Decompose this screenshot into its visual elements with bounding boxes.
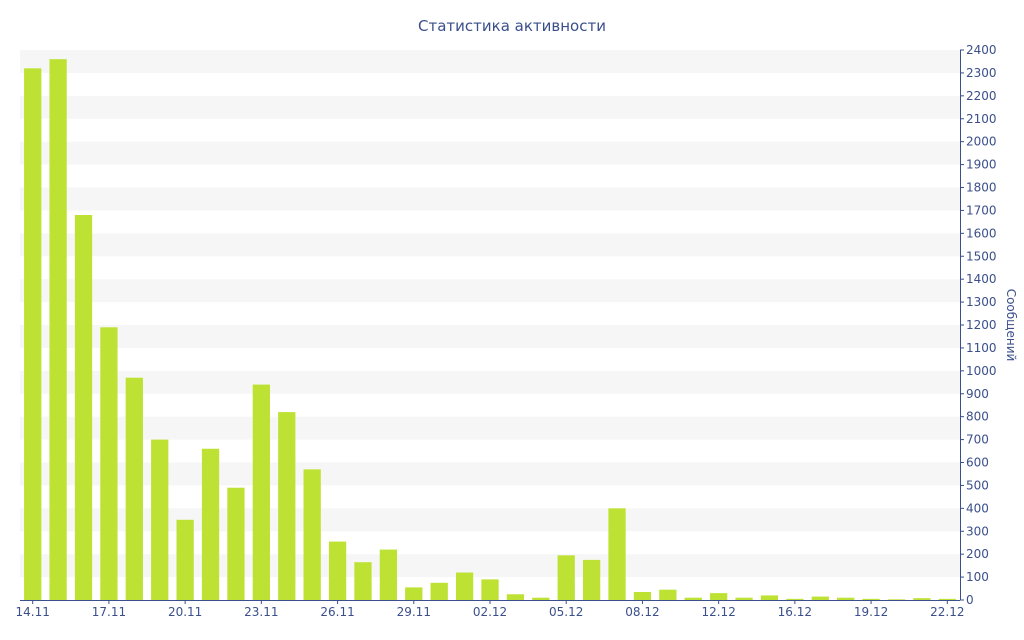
bar-13.12 <box>710 593 728 600</box>
bar-17.12 <box>811 596 829 600</box>
bar-04.12 <box>532 597 550 600</box>
bar-02.12 <box>481 579 499 600</box>
bar-21.12 <box>913 598 931 600</box>
y-tick-label: 2400 <box>966 43 997 57</box>
bar-30.11 <box>430 582 448 600</box>
y-tick-label: 1900 <box>966 158 997 172</box>
y-axis-ticks: 0 100 200 300 400 500 600 700 800 900 1000 1100 1200… <box>960 43 997 607</box>
y-tick-label: 1300 <box>966 295 997 309</box>
bar-15.12 <box>760 595 779 600</box>
grid-band <box>20 416 960 440</box>
bar-22.12 <box>938 598 956 600</box>
y-tick-label: 2000 <box>966 135 997 149</box>
chart-title: Статистика активности <box>418 17 606 35</box>
bar-27.11 <box>354 562 372 600</box>
y-tick-label: 2200 <box>966 89 997 103</box>
bar-05.12 <box>557 555 575 600</box>
y-tick-label: 800 <box>966 410 989 424</box>
x-tick-label: 17.11 <box>92 605 126 619</box>
grid-band <box>20 279 960 303</box>
bar-09.12 <box>659 589 677 600</box>
bar-14.12 <box>735 597 753 600</box>
bar-20.11 <box>176 519 194 600</box>
x-tick-label: 05.12 <box>549 605 583 619</box>
x-tick-label: 29.11 <box>397 605 431 619</box>
bar-14.11 <box>24 68 42 601</box>
bar-28.11 <box>379 549 398 600</box>
grid-band <box>20 141 960 165</box>
bar-15.11 <box>49 59 67 600</box>
x-tick-label: 26.11 <box>320 605 354 619</box>
y-tick-label: 100 <box>966 570 989 584</box>
bar-19.11 <box>151 439 169 600</box>
x-tick-label: 14.11 <box>16 605 50 619</box>
y-tick-label: 900 <box>966 387 989 401</box>
bar-16.12 <box>786 598 804 600</box>
bar-23.11 <box>252 384 270 600</box>
y-tick-label: 1000 <box>966 364 997 378</box>
y-tick-label: 200 <box>966 547 989 561</box>
y-tick-label: 700 <box>966 433 989 447</box>
grid-band <box>20 187 960 211</box>
y-tick-label: 400 <box>966 501 989 515</box>
y-axis-title: Сообщений <box>1004 289 1018 362</box>
x-axis-ticks: 14.11 17.11 20.11 23.11 26.11 29.11 02.12 05.12… <box>16 600 964 619</box>
bar-21.11 <box>201 448 220 600</box>
bar-17.11 <box>100 327 118 600</box>
y-tick-label: 1700 <box>966 203 997 217</box>
x-tick-label: 23.11 <box>244 605 278 619</box>
bar-08.12 <box>633 591 652 600</box>
bar-29.11 <box>405 587 423 600</box>
y-tick-label: 1100 <box>966 341 997 355</box>
y-tick-label: 600 <box>966 456 989 470</box>
x-tick-label: 20.11 <box>168 605 202 619</box>
bar-22.11 <box>227 487 245 600</box>
y-tick-label: 0 <box>966 593 974 607</box>
bar-16.11 <box>74 215 93 600</box>
bar-06.12 <box>582 559 601 600</box>
bar-03.12 <box>506 594 525 600</box>
bars <box>24 59 956 601</box>
y-tick-label: 2100 <box>966 112 997 126</box>
bar-20.12 <box>887 599 906 600</box>
y-tick-label: 1600 <box>966 226 997 240</box>
y-tick-label: 1500 <box>966 249 997 263</box>
bar-19.12 <box>862 598 880 600</box>
y-tick-label: 1200 <box>966 318 997 332</box>
y-tick-label: 1800 <box>966 181 997 195</box>
x-tick-label: 08.12 <box>625 605 659 619</box>
bar-18.11 <box>125 377 143 600</box>
bar-25.11 <box>303 469 321 600</box>
x-tick-label: 02.12 <box>473 605 507 619</box>
y-tick-label: 500 <box>966 478 989 492</box>
grid-bands <box>20 50 960 578</box>
bar-12.12 <box>684 597 702 600</box>
y-tick-label: 300 <box>966 524 989 538</box>
grid-band <box>20 370 960 394</box>
bar-01.12 <box>455 572 474 600</box>
x-tick-label: 16.12 <box>778 605 812 619</box>
bar-07.12 <box>608 508 626 600</box>
y-tick-label: 2300 <box>966 66 997 80</box>
x-tick-label: 12.12 <box>701 605 735 619</box>
bar-26.11 <box>328 541 347 600</box>
grid-band <box>20 325 960 348</box>
grid-band <box>20 50 960 73</box>
grid-band <box>20 95 960 119</box>
x-tick-label: 19.12 <box>854 605 888 619</box>
x-tick-label: 22.12 <box>930 605 964 619</box>
grid-band <box>20 233 960 257</box>
y-tick-label: 1400 <box>966 272 997 286</box>
bar-24.11 <box>278 412 296 600</box>
bar-18.12 <box>837 597 855 600</box>
